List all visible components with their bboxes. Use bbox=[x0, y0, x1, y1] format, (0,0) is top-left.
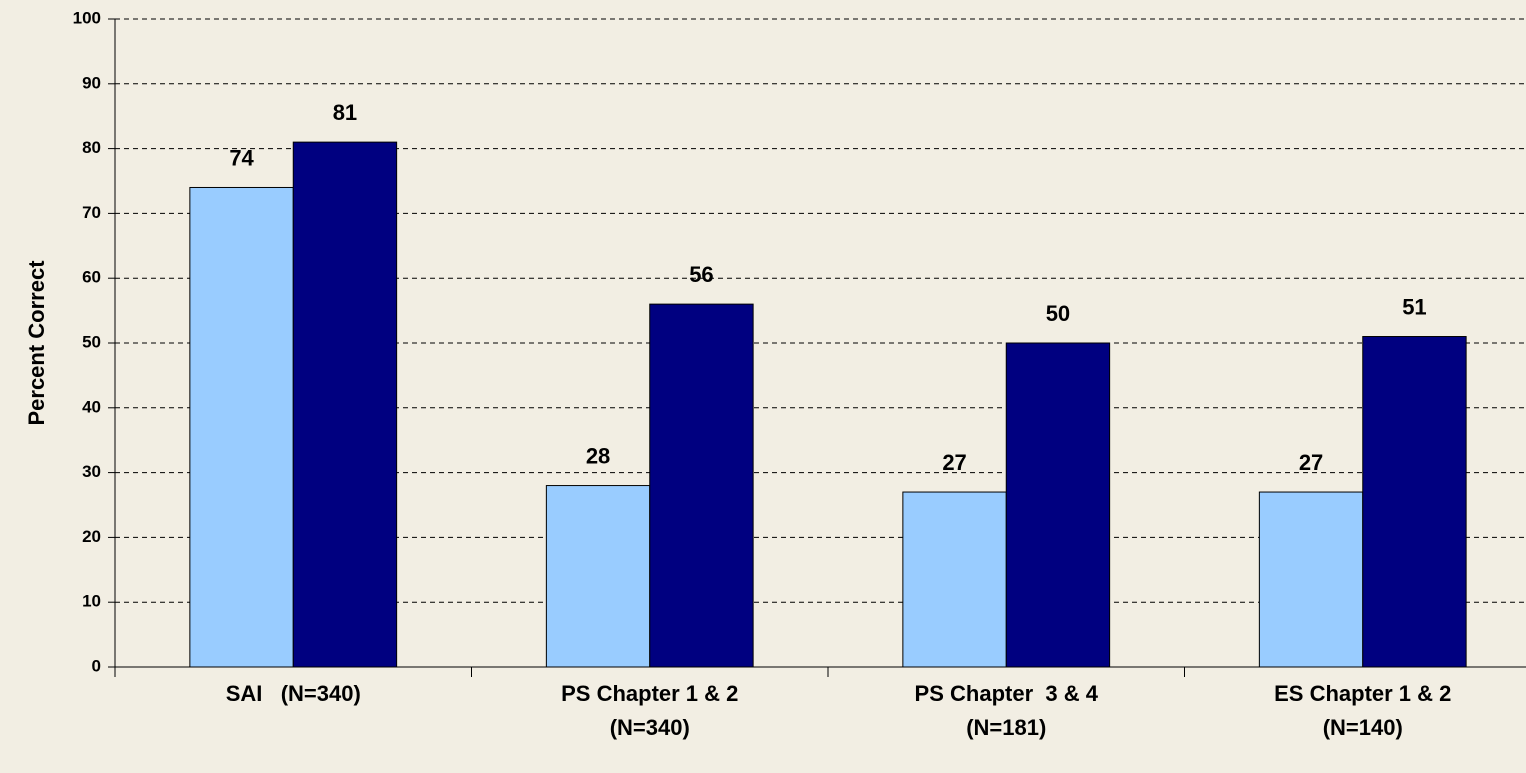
bar bbox=[649, 303, 754, 668]
y-axis-label: Percent Correct bbox=[24, 260, 49, 426]
value-label: 50 bbox=[1046, 301, 1070, 326]
y-tick-label: 40 bbox=[82, 397, 101, 416]
bar bbox=[292, 141, 398, 668]
bar bbox=[545, 485, 651, 668]
value-label: 56 bbox=[689, 262, 713, 287]
y-tick-label: 50 bbox=[82, 332, 101, 351]
value-label: 27 bbox=[942, 450, 966, 475]
x-tick-label: PS Chapter 1 & 2 (N=340) bbox=[561, 681, 739, 740]
bar bbox=[1005, 342, 1111, 668]
y-tick-label: 60 bbox=[82, 268, 101, 287]
y-tick-label: 90 bbox=[82, 73, 101, 92]
value-label: 28 bbox=[586, 443, 610, 468]
y-tick-label: 70 bbox=[82, 203, 101, 222]
y-tick-label: 30 bbox=[82, 462, 101, 481]
x-tick-label: SAI (N=340) bbox=[225, 681, 361, 706]
y-tick-label: 10 bbox=[82, 592, 101, 611]
y-tick-label: 80 bbox=[82, 138, 101, 157]
bar bbox=[1258, 491, 1364, 668]
y-tick-label: 100 bbox=[73, 8, 101, 27]
bar bbox=[902, 491, 1007, 668]
value-label: 51 bbox=[1402, 294, 1426, 319]
y-tick-label: 20 bbox=[82, 527, 101, 546]
x-tick-label: PS Chapter 3 & 4 (N=181) bbox=[914, 681, 1098, 740]
y-tick-label: 0 bbox=[92, 656, 101, 675]
value-label: 81 bbox=[333, 100, 357, 125]
bar bbox=[1362, 336, 1467, 668]
bar bbox=[189, 186, 294, 668]
value-label: 27 bbox=[1299, 450, 1323, 475]
x-tick-label: ES Chapter 1 & 2 (N=140) bbox=[1274, 681, 1452, 740]
value-label: 74 bbox=[229, 145, 254, 170]
